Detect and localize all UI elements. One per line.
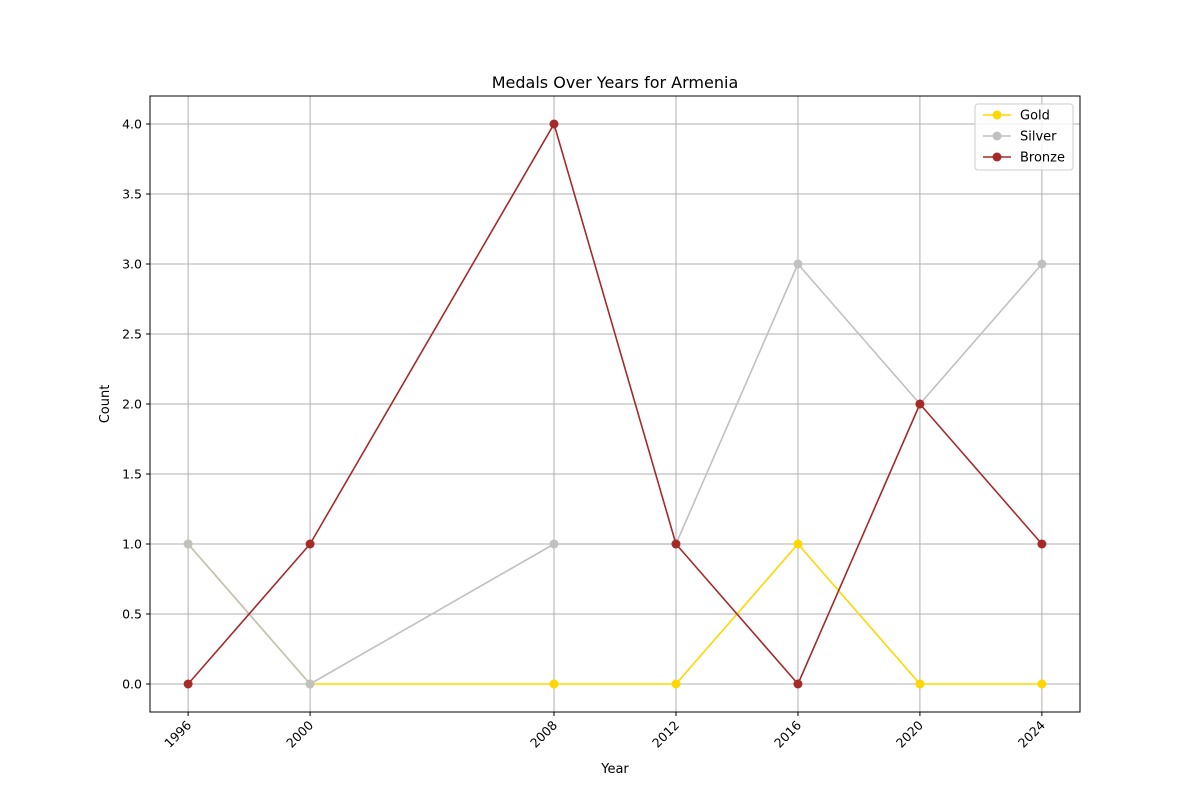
data-point-bronze [305, 539, 315, 549]
y-tick-label: 0.0 [122, 677, 142, 692]
y-axis-label: Count [98, 385, 113, 424]
data-point-gold [1037, 679, 1047, 689]
legend-marker-bronze [992, 152, 1002, 162]
data-point-gold [549, 679, 559, 689]
data-point-bronze [793, 679, 803, 689]
data-point-silver [183, 539, 193, 549]
y-tick-label: 2.0 [122, 397, 142, 412]
data-point-bronze [671, 539, 681, 549]
data-point-silver [305, 679, 315, 689]
data-point-silver [1037, 259, 1047, 269]
y-tick-label: 3.0 [122, 257, 142, 272]
data-point-silver [793, 259, 803, 269]
data-point-gold [671, 679, 681, 689]
chart-title: Medals Over Years for Armenia [492, 73, 739, 92]
legend-label-bronze: Bronze [1020, 151, 1065, 166]
data-point-gold [915, 679, 925, 689]
data-point-bronze [183, 679, 193, 689]
data-point-bronze [549, 119, 559, 129]
y-tick-label: 4.0 [122, 117, 142, 132]
y-axis-ticks: 0.0 0.5 1.0 1.5 2.0 2.5 3.0 3.5 4.0 [122, 117, 150, 692]
y-tick-label: 0.5 [122, 607, 142, 622]
x-axis-label: Year [600, 762, 629, 777]
data-point-silver [549, 539, 559, 549]
legend-label-silver: Silver [1020, 130, 1057, 145]
data-point-bronze [1037, 539, 1047, 549]
series-lines [183, 119, 1047, 689]
legend-marker-silver [992, 131, 1002, 141]
legend-label-gold: Gold [1020, 109, 1050, 124]
legend-marker-gold [992, 110, 1002, 120]
y-tick-label: 1.0 [122, 537, 142, 552]
data-point-bronze [915, 399, 925, 409]
legend: Gold Silver Bronze [974, 103, 1074, 171]
y-tick-label: 2.5 [122, 327, 142, 342]
y-tick-label: 1.5 [122, 467, 142, 482]
data-point-gold [793, 539, 803, 549]
y-tick-label: 3.5 [122, 187, 142, 202]
